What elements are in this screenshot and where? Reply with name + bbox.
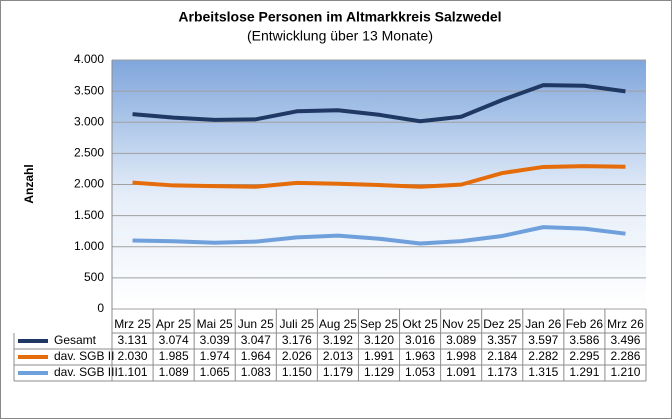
table-value: 2.013 [323, 349, 353, 363]
legend-label: dav. SGB III [54, 365, 118, 379]
x-tick-label: Aug 25 [319, 317, 357, 331]
table-value: 3.074 [159, 333, 189, 347]
table-value: 1.089 [159, 365, 189, 379]
table-value: 1.985 [159, 349, 189, 363]
table-value: 3.192 [323, 333, 353, 347]
y-tick-label: 1.000 [74, 239, 104, 253]
table-value: 2.286 [610, 349, 640, 363]
table-value: 1.150 [282, 365, 312, 379]
x-tick-label: Okt 25 [402, 317, 438, 331]
legend-label: Gesamt [54, 333, 97, 347]
table-value: 1.053 [405, 365, 435, 379]
x-tick-label: Sep 25 [360, 317, 398, 331]
x-tick-label: Dez 25 [483, 317, 521, 331]
x-tick-label: Nov 25 [442, 317, 480, 331]
y-tick-label: 4.000 [74, 52, 104, 66]
series-line [132, 164, 626, 189]
table-value: 3.089 [446, 333, 476, 347]
table-value: 3.120 [364, 333, 394, 347]
table-value: 3.586 [569, 333, 599, 347]
table-value: 3.047 [241, 333, 271, 347]
table-value: 1.179 [323, 365, 353, 379]
chart-title: Arbeitslose Personen im Altmarkkreis Sal… [178, 9, 501, 25]
table-value: 3.131 [118, 333, 148, 347]
x-tick-label: Jun 25 [238, 317, 274, 331]
table-value: 1.101 [118, 365, 148, 379]
table-value: 3.357 [487, 333, 517, 347]
series-line [132, 225, 626, 246]
table-value: 1.173 [487, 365, 517, 379]
table-value: 1.083 [241, 365, 271, 379]
table-value: 3.016 [405, 333, 435, 347]
y-tick-label: 500 [84, 270, 104, 284]
table-value: 1.974 [200, 349, 230, 363]
y-tick-label: 3.500 [74, 83, 104, 97]
table-value: 1.065 [200, 365, 230, 379]
table-value: 2.026 [282, 349, 312, 363]
table-value: 2.295 [569, 349, 599, 363]
table-value: 1.998 [446, 349, 476, 363]
table-value: 1.210 [610, 365, 640, 379]
x-tick-label: Juli 25 [280, 317, 315, 331]
chart-subtitle: (Entwicklung über 13 Monate) [247, 28, 433, 44]
y-axis-label: Anzahl [22, 164, 36, 203]
series-line [132, 83, 626, 124]
table-value: 1.129 [364, 365, 394, 379]
y-tick-label: 2.500 [74, 146, 104, 160]
table-value: 2.030 [118, 349, 148, 363]
y-tick-label: 3.000 [74, 114, 104, 128]
y-tick-label: 1.500 [74, 208, 104, 222]
x-tick-label: Mai 25 [197, 317, 233, 331]
legend-label: dav. SGB II [54, 349, 114, 363]
table-value: 1.991 [364, 349, 394, 363]
table-value: 3.496 [610, 333, 640, 347]
table-value: 1.963 [405, 349, 435, 363]
table-value: 2.282 [528, 349, 558, 363]
x-tick-label: Jan 26 [525, 317, 561, 331]
y-tick-label: 0 [97, 301, 104, 315]
y-tick-label: 2.000 [74, 177, 104, 191]
table-value: 2.184 [487, 349, 517, 363]
x-tick-label: Apr 25 [156, 317, 192, 331]
x-tick-label: Feb 26 [566, 317, 604, 331]
x-tick-label: Mrz 25 [114, 317, 151, 331]
x-tick-label: Mrz 26 [607, 317, 644, 331]
table-value: 1.091 [446, 365, 476, 379]
table-value: 3.597 [528, 333, 558, 347]
table-value: 3.039 [200, 333, 230, 347]
table-value: 1.964 [241, 349, 271, 363]
table-value: 1.315 [528, 365, 558, 379]
table-value: 3.176 [282, 333, 312, 347]
table-value: 1.291 [569, 365, 599, 379]
